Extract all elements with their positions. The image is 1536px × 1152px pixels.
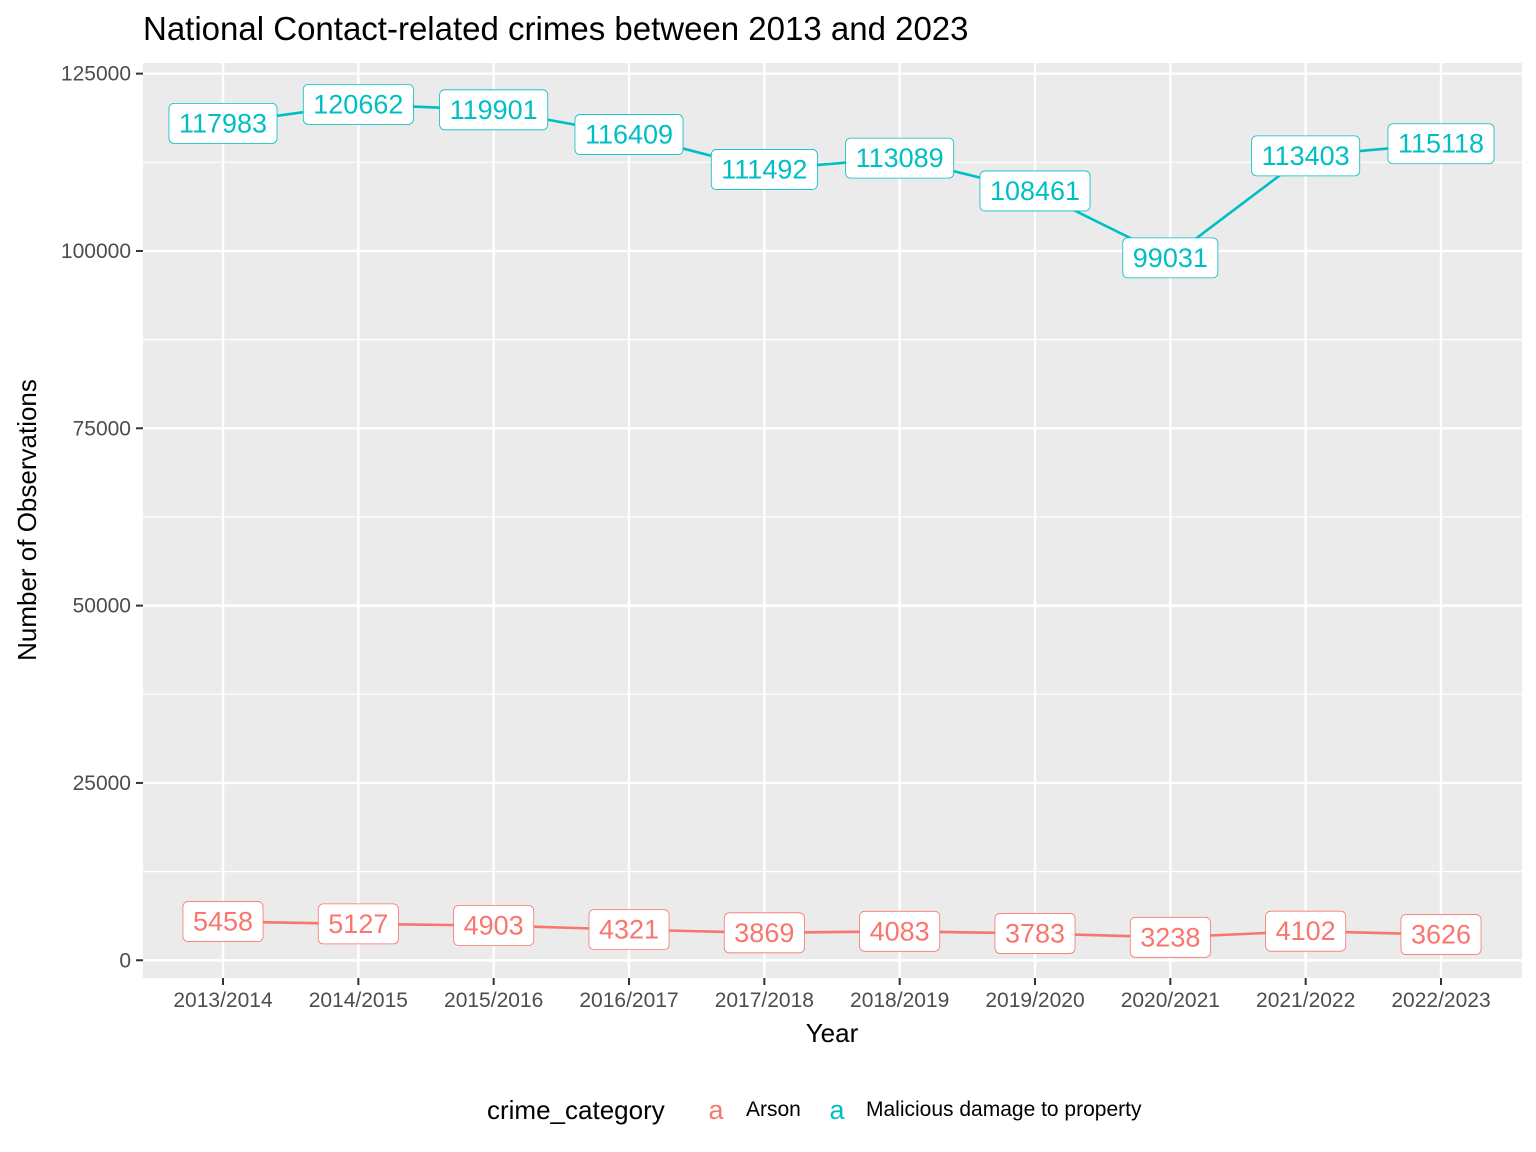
series-lines <box>222 103 1442 939</box>
point-label-group: 119901 <box>439 89 549 131</box>
legend-title: crime_category <box>487 1095 665 1125</box>
major-gridlines <box>143 63 1522 978</box>
point-label-group: 4903 <box>453 905 535 946</box>
point-label: 5458 <box>193 907 253 937</box>
point-label-box <box>574 114 684 155</box>
point-label: 119901 <box>450 95 538 125</box>
x-tick-label: 2016/2017 <box>579 989 678 1012</box>
point-label-box <box>168 103 278 144</box>
point-label-group: 3238 <box>1129 916 1211 958</box>
point-label-group: 111492 <box>710 149 818 190</box>
chart-title: National Contact-related crimes between … <box>143 10 969 47</box>
point-label: 99031 <box>1133 243 1208 273</box>
x-tick-label: 2022/2023 <box>1391 989 1490 1012</box>
x-tick-label: 2014/2015 <box>309 989 408 1012</box>
x-tick-label: 2021/2022 <box>1256 989 1355 1012</box>
point-label-group: 5458 <box>182 901 264 942</box>
point-label-box <box>1122 237 1219 279</box>
legend-label-arson: Arson <box>746 1098 801 1121</box>
point-label: 5127 <box>328 909 388 939</box>
point-label: 113089 <box>856 143 944 173</box>
point-label: 113403 <box>1262 141 1350 171</box>
point-label: 4102 <box>1276 916 1336 946</box>
series-line-1 <box>222 103 1442 260</box>
point-label-box <box>979 170 1091 212</box>
point-label-group: 4321 <box>588 909 670 951</box>
point-label-group: 115118 <box>1387 123 1495 165</box>
legend: crime_category a Arson a Malicious damag… <box>487 1095 1142 1125</box>
point-label-group: 4102 <box>1265 910 1347 952</box>
point-label: 3626 <box>1411 920 1471 950</box>
point-label-box <box>588 909 670 951</box>
point-label-group: 108461 <box>979 170 1091 212</box>
point-label: 3238 <box>1140 922 1200 952</box>
point-label-group: 120662 <box>302 84 414 125</box>
point-label-box <box>859 910 941 952</box>
y-tick-label: 75000 <box>73 417 131 440</box>
y-tick-label: 100000 <box>61 240 131 263</box>
point-label-box <box>845 137 955 179</box>
x-axis-title: Year <box>806 1018 859 1048</box>
point-label-box <box>1265 910 1347 952</box>
x-tick-label: 2019/2020 <box>985 989 1084 1012</box>
point-label: 108461 <box>990 176 1080 206</box>
point-label: 4083 <box>870 916 930 946</box>
x-axis: 2013/2014 2014/2015 2015/2016 2016/2017 2017… <box>173 978 1491 1012</box>
point-labels: 5458 5127 4903 4321 3869 4083 3783 3238 4102 3626… <box>168 84 1495 958</box>
point-label: 116409 <box>585 120 673 150</box>
x-tick-label: 2015/2016 <box>444 989 543 1012</box>
y-axis-title: Number of Observations <box>12 379 42 661</box>
point-label-box <box>302 84 414 125</box>
point-label: 120662 <box>313 89 403 119</box>
minor-gridlines <box>143 161 1522 873</box>
plot-panel <box>143 63 1522 978</box>
point-label-group: 3626 <box>1400 914 1482 955</box>
y-axis: 0 25000 50000 75000 100000 125000 <box>61 63 143 972</box>
point-label: 4903 <box>464 910 524 940</box>
point-label: 115118 <box>1398 129 1484 159</box>
point-label-box <box>453 905 535 946</box>
x-tick-label: 2013/2014 <box>173 989 273 1012</box>
point-label-box <box>1129 916 1211 958</box>
point-label-group: 113403 <box>1251 135 1361 177</box>
legend-key-arson: a <box>708 1095 724 1125</box>
point-label-box <box>182 901 264 942</box>
point-label-group: 5127 <box>317 903 399 945</box>
point-label: 111492 <box>721 154 807 184</box>
point-label-box <box>994 913 1076 954</box>
point-label-box <box>1251 135 1361 177</box>
point-label: 3869 <box>734 918 794 948</box>
x-tick-label: 2020/2021 <box>1121 989 1220 1012</box>
series-line-0 <box>222 920 1442 939</box>
legend-key-malicious-damage: a <box>829 1095 845 1125</box>
y-tick-label: 125000 <box>61 63 131 86</box>
point-label: 4321 <box>599 915 659 945</box>
point-label: 3783 <box>1005 918 1065 948</box>
point-label-group: 99031 <box>1122 237 1219 279</box>
point-label: 117983 <box>179 108 267 138</box>
point-label-group: 116409 <box>574 114 684 155</box>
point-label-group: 3783 <box>994 913 1076 954</box>
y-tick-label: 50000 <box>73 595 131 618</box>
y-tick-label: 25000 <box>73 772 131 795</box>
point-label-box <box>710 149 818 190</box>
point-label-group: 3869 <box>723 912 805 954</box>
x-tick-label: 2017/2018 <box>715 989 814 1012</box>
y-tick-label: 0 <box>119 949 131 972</box>
point-label-box <box>317 903 399 945</box>
point-label-box <box>1387 123 1495 165</box>
point-label-box <box>1400 914 1482 955</box>
legend-label-malicious-damage: Malicious damage to property <box>866 1098 1142 1121</box>
point-label-box <box>439 89 549 131</box>
point-label-group: 113089 <box>845 137 955 179</box>
point-label-group: 4083 <box>859 910 941 952</box>
point-label-group: 117983 <box>168 103 278 144</box>
x-tick-label: 2018/2019 <box>850 989 949 1012</box>
point-label-box <box>723 912 805 954</box>
